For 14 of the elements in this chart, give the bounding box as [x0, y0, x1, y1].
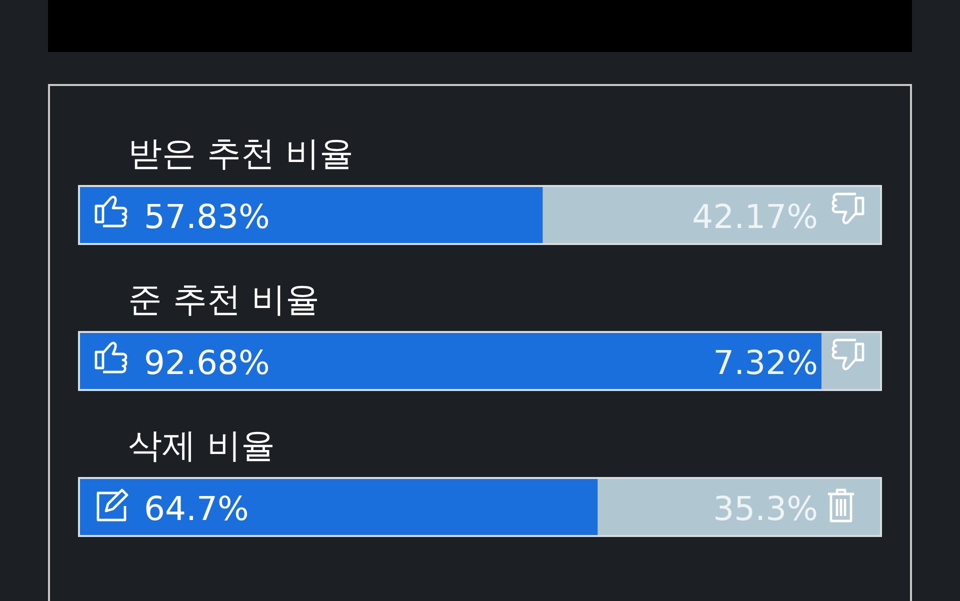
bar [80, 479, 598, 535]
data-label: 7.32% [713, 343, 818, 382]
bar [80, 187, 543, 243]
data-label: 64.7% [144, 489, 249, 528]
data-label: 35.3% [713, 489, 818, 528]
bar [542, 187, 880, 243]
data-label: 42.17% [692, 197, 818, 236]
data-label: 92.68% [144, 343, 270, 382]
bar [598, 479, 880, 535]
y-tick-label: 삭제 비율 [128, 426, 275, 466]
data-label: 57.83% [144, 197, 270, 236]
y-tick-label: 받은 추천 비율 [128, 134, 354, 174]
y-tick-label: 준 추천 비율 [128, 280, 320, 320]
bar [821, 333, 880, 389]
